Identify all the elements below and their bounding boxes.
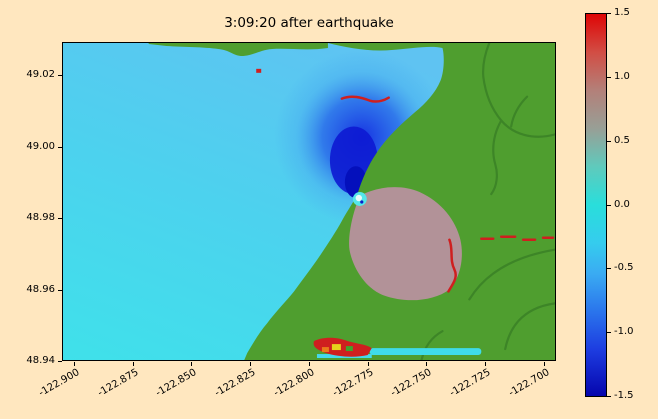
colorbar-tick-mark: [607, 13, 611, 14]
colorbar-tick-mark: [607, 332, 611, 333]
x-tick-text: -122.750: [389, 367, 434, 400]
colorbar-tick-label: 0.0: [614, 199, 630, 210]
colorbar-tick-label: 1.5: [614, 7, 630, 18]
x-tick-mark: [426, 362, 427, 366]
y-tick-mark: [58, 218, 62, 219]
colorbar-tick-mark: [607, 205, 611, 206]
x-tick-text: -122.775: [331, 367, 376, 400]
point-eddy-trough: [360, 200, 364, 204]
colorbar-tick-mark: [607, 77, 611, 78]
y-tick-label: 48.94: [26, 355, 55, 366]
x-tick-text: -122.725: [448, 367, 493, 400]
tidal-channel-strip: [369, 348, 482, 356]
colorbar-tick-label: -1.5: [614, 390, 634, 401]
point-eddy-crest: [355, 194, 362, 202]
x-tick-mark: [191, 362, 192, 366]
y-tick-mark: [58, 361, 62, 362]
x-tick-mark: [368, 362, 369, 366]
x-tick-text: -122.900: [37, 367, 82, 400]
colorbar-tick-mark: [607, 141, 611, 142]
flooded-flats: [349, 187, 462, 301]
stream-channels: [420, 43, 555, 360]
y-tick-label: 48.96: [26, 284, 55, 295]
chart-title: 3:09:20 after earthquake: [224, 15, 394, 31]
x-tick-text: -122.800: [272, 367, 317, 400]
colorbar-tick-label: -1.0: [614, 326, 634, 337]
heatmap-canvas: [63, 43, 555, 360]
colorbar-tick-label: 0.5: [614, 135, 630, 146]
y-tick-label: 49.00: [26, 141, 55, 152]
colorbar-gradient: [585, 13, 607, 397]
plot-area: [62, 42, 556, 361]
y-tick-mark: [58, 147, 62, 148]
x-tick-text: -122.875: [96, 367, 141, 400]
coastal-strip: [148, 43, 328, 57]
x-tick-text: -122.825: [213, 367, 258, 400]
shoreline-extremes: [340, 95, 555, 293]
x-tick-text: -122.850: [154, 367, 199, 400]
colorbar-tick-mark: [607, 396, 611, 397]
y-tick-mark: [58, 75, 62, 76]
runup-spot-orange: [321, 347, 329, 353]
runup-spot-north: [256, 68, 262, 73]
colorbar-tick-label: 1.0: [614, 71, 630, 82]
colorbar-tick-mark: [607, 268, 611, 269]
x-tick-mark: [309, 362, 310, 366]
x-tick-mark: [74, 362, 75, 366]
x-tick-mark: [485, 362, 486, 366]
runup-spot-yellow: [331, 344, 341, 351]
y-tick-label: 49.02: [26, 69, 55, 80]
x-tick-mark: [250, 362, 251, 366]
colorbar-tick-label: -0.5: [614, 262, 634, 273]
x-tick-text: -122.700: [507, 367, 552, 400]
x-tick-mark: [544, 362, 545, 366]
y-tick-label: 48.98: [26, 212, 55, 223]
x-tick-mark: [133, 362, 134, 366]
runup-spot-green: [345, 346, 353, 352]
y-tick-mark: [58, 290, 62, 291]
